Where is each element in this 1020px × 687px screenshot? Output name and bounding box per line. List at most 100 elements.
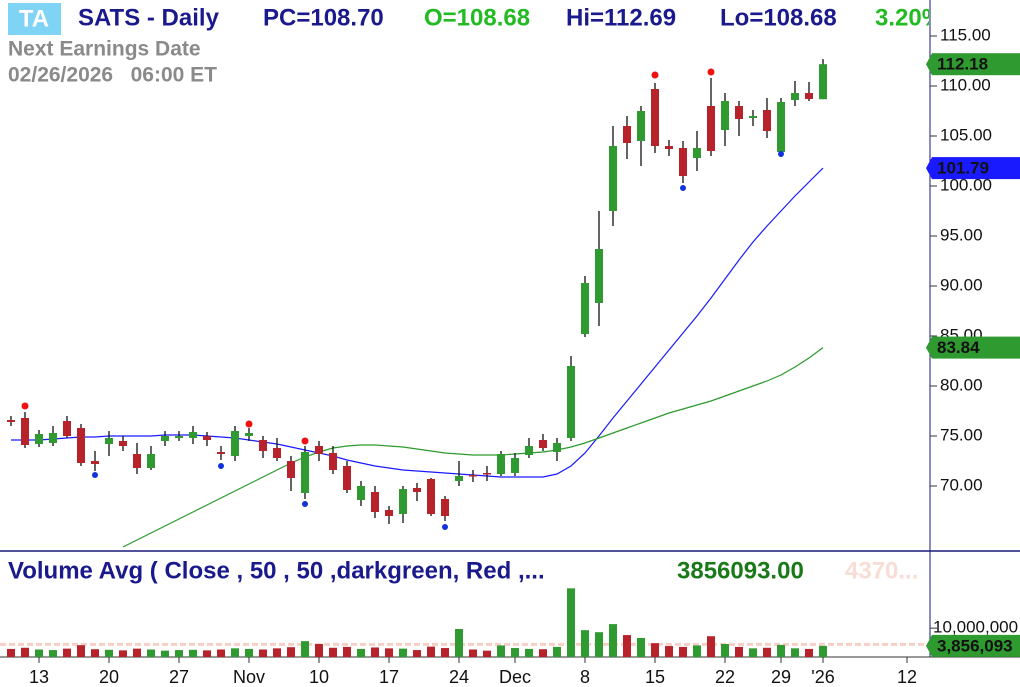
volume-bar bbox=[441, 648, 449, 657]
x-tick-label: 22 bbox=[715, 667, 735, 687]
axis-marker-pointer bbox=[926, 634, 932, 657]
axis-marker bbox=[932, 634, 1020, 657]
volume-bar bbox=[651, 643, 659, 657]
y-tick-label: 80.00 bbox=[940, 375, 983, 394]
axis-marker bbox=[932, 336, 1020, 359]
volume-bar bbox=[763, 647, 771, 657]
candle-body bbox=[721, 101, 729, 130]
candle-body bbox=[7, 420, 15, 422]
candle-body bbox=[763, 110, 771, 131]
plot-area: 70.0075.0080.0085.0090.0095.00100.00105.… bbox=[0, 25, 1020, 687]
x-tick-label: 10 bbox=[309, 667, 329, 687]
axis-marker-label: 3,856,093 bbox=[937, 636, 1013, 655]
volume-bar bbox=[693, 645, 701, 657]
x-tick-label: 17 bbox=[379, 667, 399, 687]
candle-body bbox=[511, 458, 519, 473]
x-tick-label: 8 bbox=[580, 667, 590, 687]
volume-bar bbox=[679, 646, 687, 657]
earnings-date: 02/26/2026 06:00 ET bbox=[8, 64, 217, 87]
candle-body bbox=[581, 283, 589, 334]
candle-body bbox=[553, 443, 561, 452]
volume-bar bbox=[749, 648, 757, 657]
title: SATS - Daily bbox=[78, 4, 220, 31]
candle-body bbox=[189, 432, 197, 438]
volume-bar bbox=[371, 647, 379, 657]
candle-body bbox=[525, 446, 533, 455]
volume-bar bbox=[105, 649, 113, 657]
axis-marker-pointer bbox=[926, 53, 932, 76]
pivot-high bbox=[301, 437, 309, 445]
candle-body bbox=[777, 102, 785, 152]
axis-marker bbox=[932, 157, 1020, 180]
volume-bar bbox=[175, 650, 183, 657]
volume-bar bbox=[581, 630, 589, 657]
candle-body bbox=[105, 438, 113, 444]
candle-body bbox=[749, 116, 757, 118]
volume-bar bbox=[511, 648, 519, 657]
volume-bar bbox=[553, 646, 561, 657]
axis-marker-pointer bbox=[926, 157, 932, 180]
axis-marker bbox=[932, 53, 1020, 76]
volume-bar bbox=[245, 648, 253, 657]
volume-bar bbox=[133, 648, 141, 657]
candle-body bbox=[119, 441, 127, 446]
volume-tick-label: 10,000,000 bbox=[933, 618, 1018, 637]
volume-bar bbox=[273, 648, 281, 657]
volume-bar bbox=[427, 646, 435, 657]
volume-bar bbox=[147, 649, 155, 657]
candle-body bbox=[469, 475, 477, 477]
volume-bar bbox=[119, 650, 127, 657]
volume-bar bbox=[77, 645, 85, 657]
x-tick-label: 29 bbox=[771, 667, 791, 687]
volume-bar bbox=[49, 650, 57, 657]
volume-bar bbox=[231, 648, 239, 657]
moving-average bbox=[122, 347, 824, 548]
volume-bar bbox=[665, 646, 673, 657]
candle-body bbox=[161, 436, 169, 441]
candle-body bbox=[357, 486, 365, 500]
volume-bar bbox=[721, 644, 729, 657]
pivot-low bbox=[778, 151, 784, 157]
candle-body bbox=[133, 454, 141, 468]
axis-marker-label: 101.79 bbox=[937, 159, 989, 178]
volume-bar bbox=[805, 648, 813, 657]
x-tick-label: 20 bbox=[99, 667, 119, 687]
volume-bar bbox=[399, 648, 407, 657]
volume-title: Volume Avg ( Close , 50 , 50 ,darkgreen,… bbox=[8, 557, 545, 584]
moving-average bbox=[11, 167, 824, 478]
candle-body bbox=[609, 146, 617, 211]
volume-avg: 4370... bbox=[845, 557, 918, 584]
pivot-high bbox=[245, 420, 253, 428]
volume-bar bbox=[567, 588, 575, 657]
candle-body bbox=[315, 446, 323, 454]
x-tick-label: 24 bbox=[449, 667, 469, 687]
candle-body bbox=[637, 111, 645, 141]
volume-bar bbox=[819, 645, 827, 657]
volume-bar bbox=[469, 649, 477, 657]
symbol: TA bbox=[19, 5, 49, 32]
volume-bar bbox=[735, 646, 743, 657]
pivot-low bbox=[92, 472, 98, 478]
volume-bar bbox=[777, 644, 785, 657]
candle-body bbox=[693, 148, 701, 158]
volume-bar bbox=[385, 648, 393, 657]
y-tick-label: 75.00 bbox=[940, 425, 983, 444]
pivot-high bbox=[651, 71, 659, 79]
candle-body bbox=[679, 148, 687, 176]
pivot-low bbox=[680, 185, 686, 191]
candle-body bbox=[595, 249, 603, 303]
volume-bar bbox=[637, 637, 645, 657]
volume-bar bbox=[707, 636, 715, 657]
volume-bar bbox=[595, 632, 603, 657]
candle-body bbox=[413, 488, 421, 492]
candle-body bbox=[371, 492, 379, 512]
volume-bar bbox=[329, 647, 337, 657]
candle-body bbox=[385, 510, 393, 516]
symbol-box bbox=[8, 3, 61, 35]
volume-last: 3856093.00 bbox=[677, 557, 804, 584]
candle-body bbox=[819, 64, 827, 100]
candle-body bbox=[245, 433, 253, 436]
change: 3.20% bbox=[875, 4, 943, 31]
pivot-high bbox=[21, 402, 29, 410]
